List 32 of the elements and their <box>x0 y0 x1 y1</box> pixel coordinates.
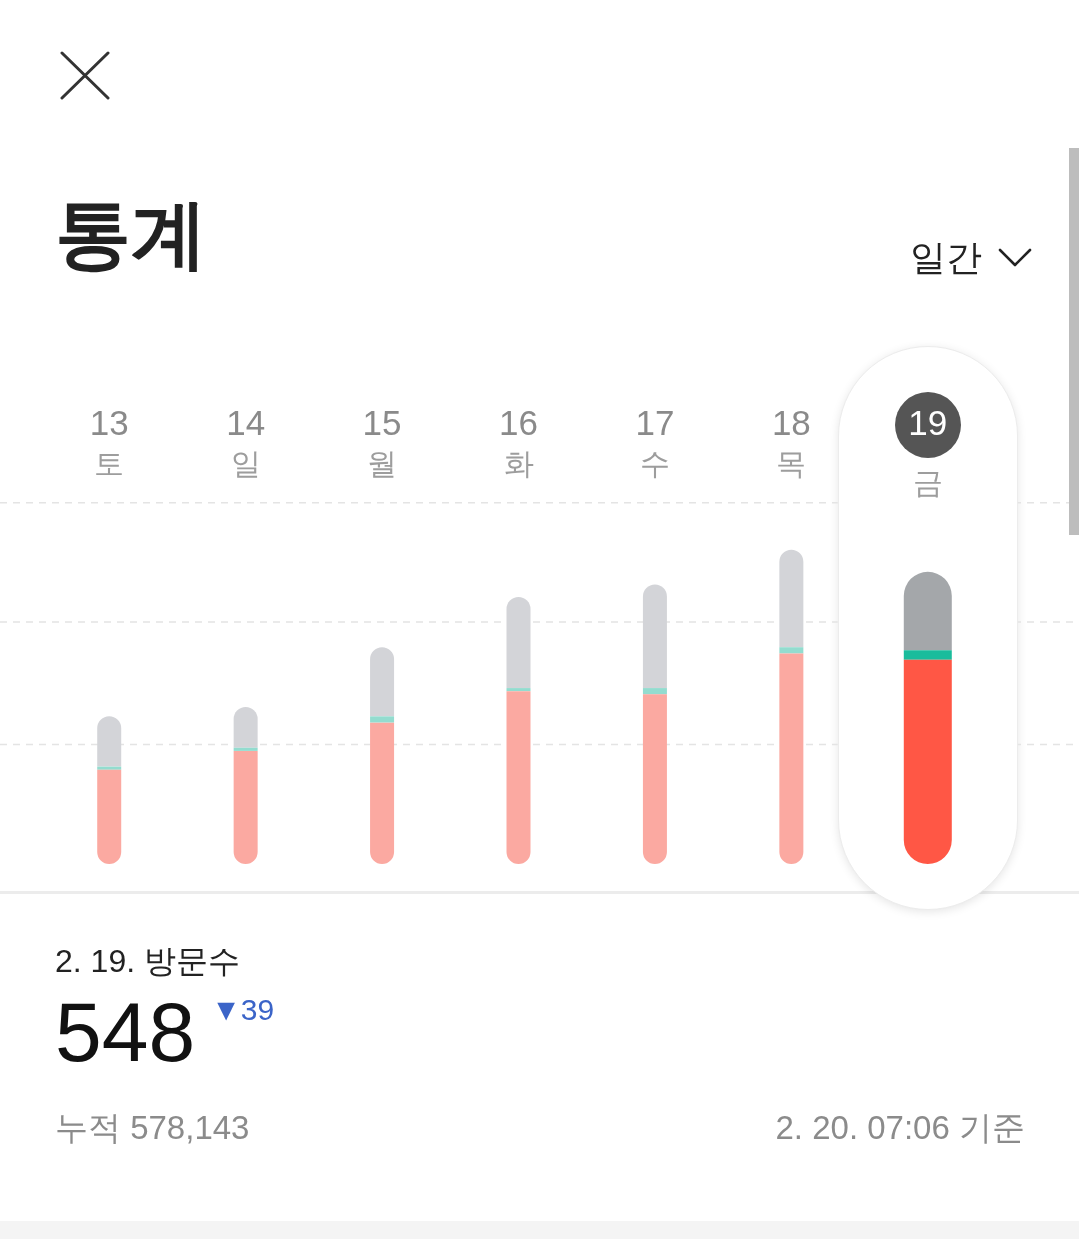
bar <box>506 691 531 864</box>
bar <box>779 653 804 864</box>
bar <box>370 722 395 864</box>
x-tick-label: 15 월 <box>362 402 402 481</box>
text: 2. 20. 07:06 기준 <box>775 1108 1025 1148</box>
bar <box>97 769 122 864</box>
text: 2. 19. 방문수 <box>55 942 240 981</box>
x-tick-label: 19 금 <box>908 402 948 500</box>
x-tick-label: 13 토 <box>89 402 129 481</box>
text: 누적 578,143 <box>55 1108 250 1148</box>
bar <box>233 747 258 751</box>
text: ▼39 <box>211 992 275 1028</box>
x-tick-label: 14 일 <box>226 402 266 481</box>
bar <box>506 596 531 689</box>
text: 일간 <box>910 236 982 280</box>
x-tick-label: 18 목 <box>771 402 811 481</box>
x-tick-label: 16 화 <box>499 402 538 481</box>
bar <box>370 716 395 723</box>
bar <box>779 647 804 654</box>
chart-title: 통계 <box>55 190 207 278</box>
bar <box>97 716 122 767</box>
bar <box>233 706 258 748</box>
x-tick-label: 17 수 <box>635 402 675 481</box>
bar <box>779 549 804 648</box>
text: 548 <box>55 985 196 1079</box>
bar <box>642 584 667 689</box>
bar <box>642 688 667 695</box>
bar <box>233 750 258 864</box>
bar <box>370 647 395 717</box>
bar <box>506 688 531 692</box>
bar <box>97 766 122 770</box>
bar <box>642 694 667 864</box>
